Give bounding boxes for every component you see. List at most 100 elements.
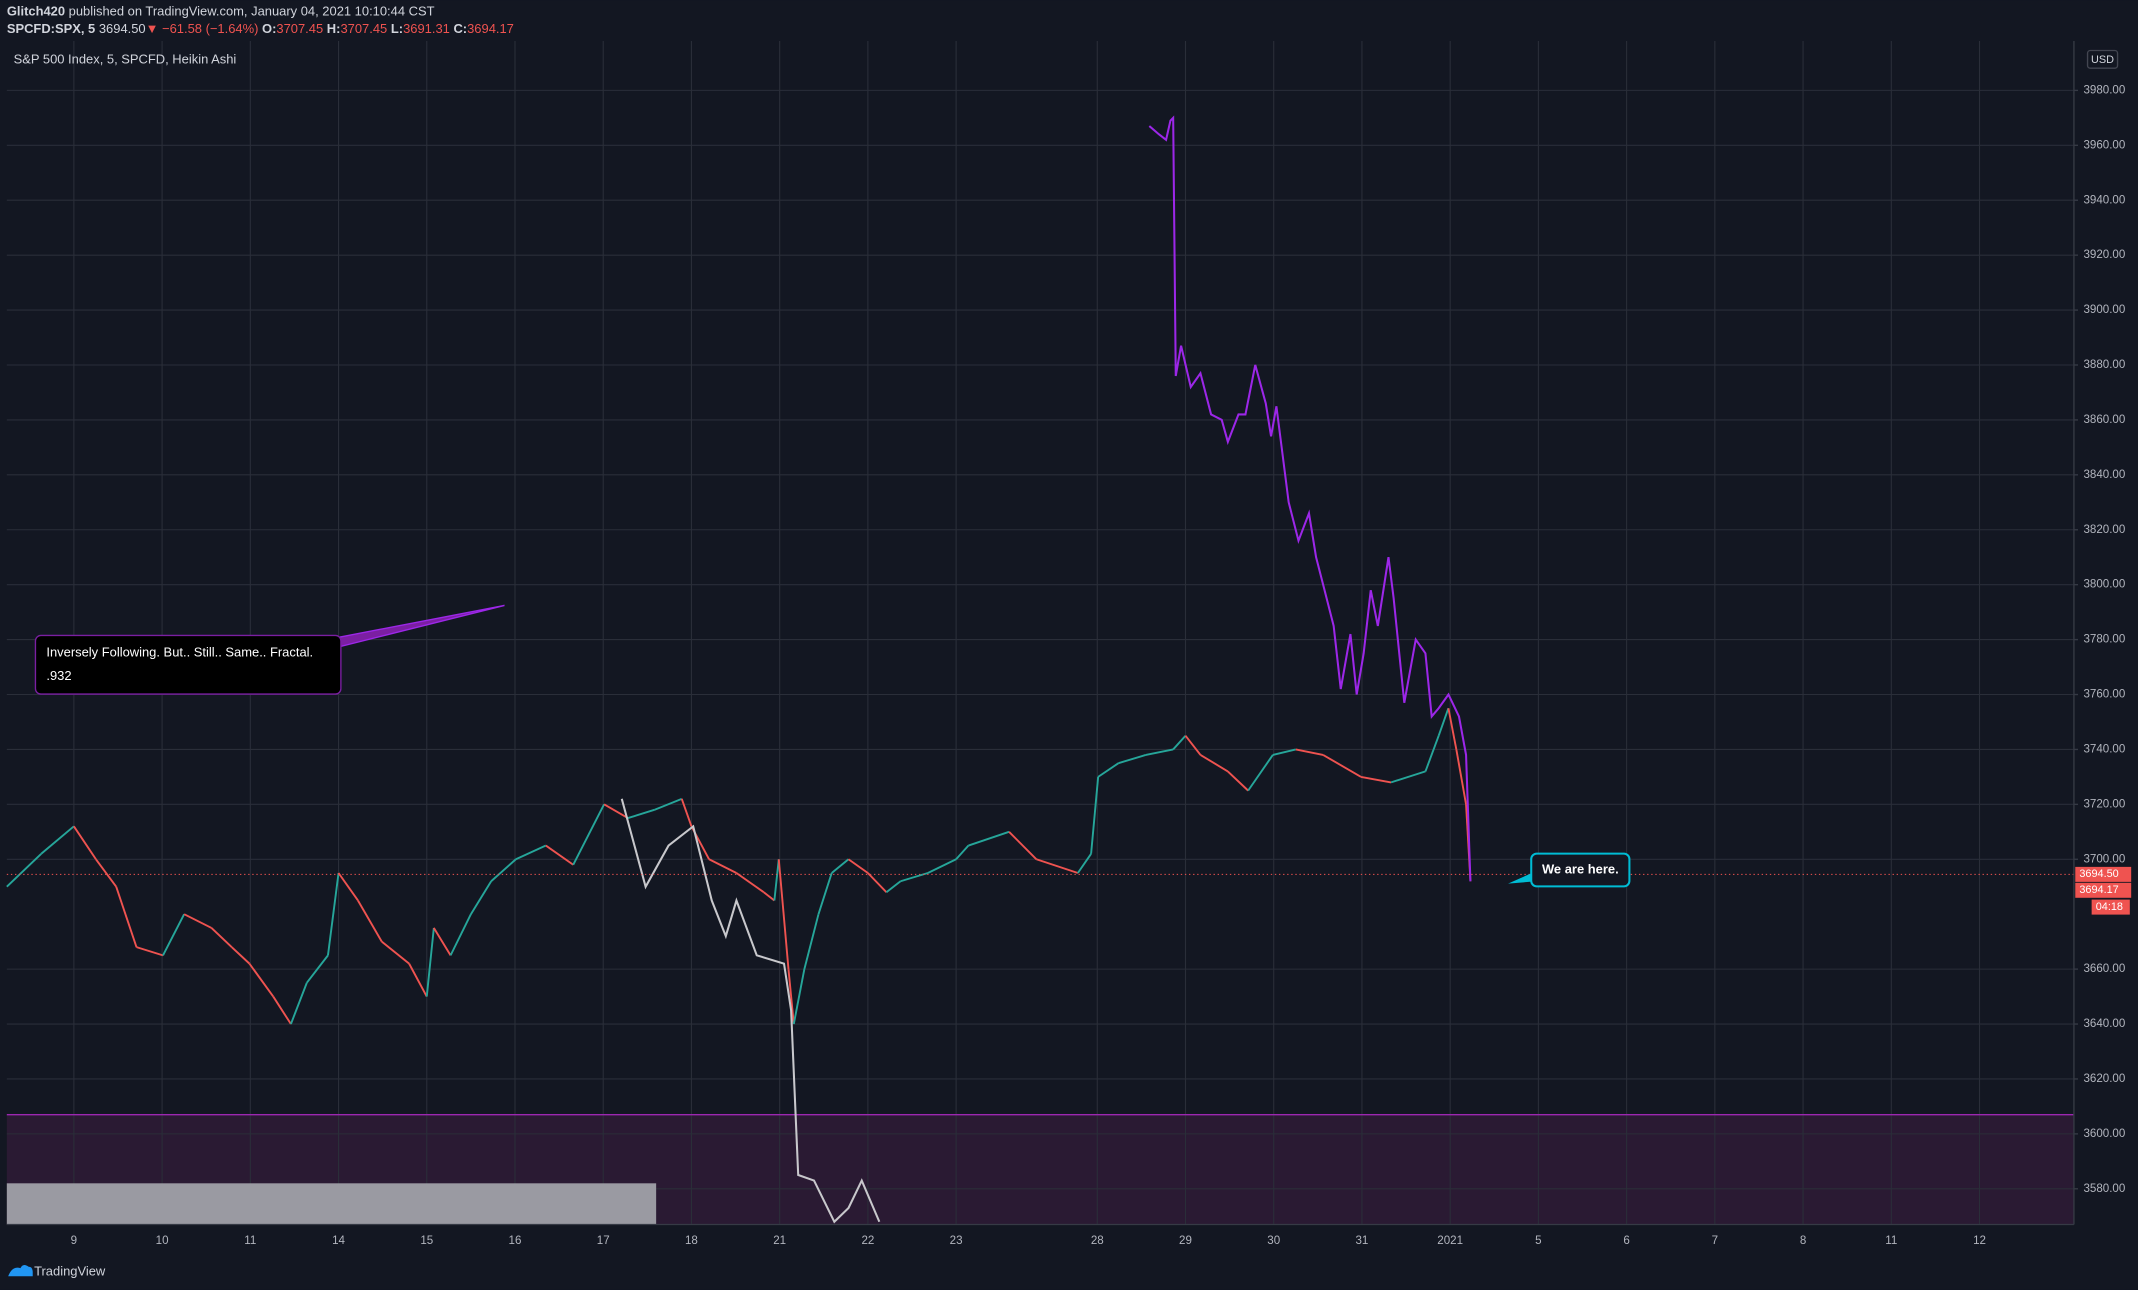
h-value: 3707.45: [340, 21, 387, 36]
price-segment: [792, 968, 806, 1025]
y-tick-label: 3600.00: [2083, 1128, 2125, 1140]
price-segment: [515, 844, 547, 861]
callout-text: .932: [46, 668, 71, 683]
price-segment: [1118, 754, 1147, 765]
price-segment: [777, 859, 790, 970]
price-segment: [1227, 770, 1249, 792]
x-tick-label: 22: [861, 1235, 874, 1247]
price-segment: [327, 872, 340, 956]
price-segment: [210, 927, 233, 948]
price-segment: [787, 969, 795, 1025]
price-tag: [2075, 866, 2132, 882]
price-segment: [162, 913, 185, 956]
x-tick-label: 11: [1885, 1235, 1897, 1247]
x-tick-label: 8: [1800, 1235, 1806, 1247]
x-tick-label: 21: [773, 1235, 786, 1247]
x-tick-label: 12: [1973, 1235, 1986, 1247]
price-segment: [290, 982, 308, 1025]
y-tick-label: 3860.00: [2083, 414, 2125, 426]
plot-area: [6, 40, 2074, 1225]
series-line: [1148, 115, 1472, 882]
price-segment: [867, 872, 888, 893]
y-tick-label: 3800.00: [2083, 579, 2125, 591]
logo: [8, 1265, 33, 1277]
price-segment: [968, 830, 1010, 847]
price-segment: [1360, 775, 1392, 784]
l-value: 3691.31: [403, 21, 450, 36]
y-tick-label: 3960.00: [2083, 139, 2125, 151]
price-segment: [1145, 748, 1174, 756]
header-line: Glitch420 published on TradingView.com, …: [7, 4, 435, 19]
x-tick-label: 2021: [1437, 1235, 1463, 1247]
x-tick-label: 14: [332, 1235, 345, 1247]
currency: USD: [2091, 54, 2114, 66]
price-segment: [847, 858, 869, 874]
x-tick-label: 5: [1535, 1235, 1541, 1247]
x-tick-label: 18: [685, 1235, 698, 1247]
price-segment: [1295, 748, 1324, 756]
y-tick-label: 3920.00: [2083, 249, 2125, 261]
price-segment: [357, 899, 383, 943]
y-tick-label: 3900.00: [2083, 304, 2125, 316]
series-line: [620, 798, 881, 1224]
price-segment: [136, 946, 164, 957]
price-segment: [627, 808, 655, 819]
price-segment: [603, 803, 629, 819]
price-segment: [654, 797, 683, 811]
y-tick-label: 3820.00: [2083, 524, 2125, 536]
y-tick-label: 3660.00: [2083, 963, 2125, 975]
price-segment: [1077, 853, 1092, 874]
price-segment: [763, 891, 775, 902]
price-segment: [1036, 858, 1079, 874]
x-tick-label: 7: [1712, 1235, 1718, 1247]
price-segment: [1447, 708, 1458, 750]
price-segment: [95, 858, 117, 888]
o-value: 3707.45: [276, 21, 323, 36]
price-tag: [2075, 882, 2132, 898]
x-tick-label: 10: [156, 1235, 169, 1247]
y-tick-label: 3640.00: [2083, 1018, 2125, 1030]
callout-box: [34, 634, 342, 695]
x-tick-label: 29: [1179, 1235, 1192, 1247]
price-segment: [6, 853, 42, 888]
y-tick-label: 3720.00: [2083, 798, 2125, 810]
price-segment: [545, 844, 574, 866]
y-tick-label: 3620.00: [2083, 1073, 2125, 1085]
price-segment: [490, 858, 517, 882]
x-tick-label: 31: [1355, 1235, 1368, 1247]
price-segment: [927, 858, 957, 874]
price-tag-label: 3694.17: [2079, 884, 2118, 896]
price-segment: [1272, 748, 1296, 756]
x-tick-label: 23: [950, 1235, 963, 1247]
callout-text: Inversely Following. But.. Still.. Same.…: [46, 645, 313, 660]
price-segment: [470, 880, 492, 915]
price-segment: [1390, 770, 1426, 784]
price-segment: [1247, 754, 1274, 792]
x-tick-label: 17: [597, 1235, 610, 1247]
currency-badge: [2086, 49, 2119, 69]
price-segment: [73, 825, 97, 860]
callout-pointer: [333, 604, 505, 648]
price-segment: [831, 858, 850, 874]
price-segment: [433, 927, 452, 956]
y-tick-label: 3580.00: [2083, 1183, 2125, 1195]
x-tick-label: 30: [1267, 1235, 1280, 1247]
price-segment: [803, 913, 820, 970]
price-segment: [955, 844, 970, 860]
callout-box: [1530, 852, 1631, 888]
price-segment: [708, 858, 737, 874]
brand: TradingView: [34, 1264, 106, 1279]
published: published on TradingView.com, January 04…: [69, 4, 435, 19]
symbol: SPCFD:SPX, 5: [7, 21, 95, 36]
price-segment: [272, 996, 292, 1025]
price-segment: [408, 963, 428, 998]
o-label: O:: [262, 21, 276, 36]
x-tick-label: 15: [420, 1235, 433, 1247]
c-label: C:: [453, 21, 467, 36]
x-tick-label: 11: [244, 1235, 256, 1247]
c-value: 3694.17: [467, 21, 514, 36]
price-segment: [735, 872, 765, 894]
x-tick-label: 6: [1623, 1235, 1629, 1247]
